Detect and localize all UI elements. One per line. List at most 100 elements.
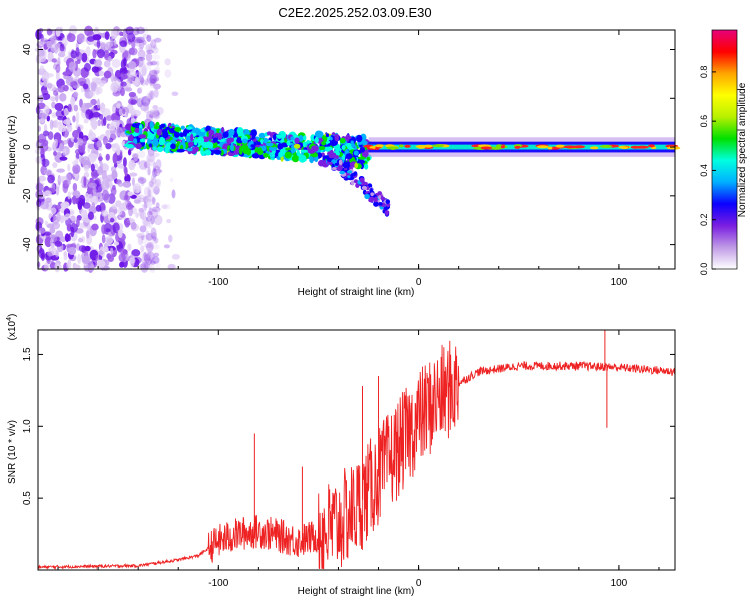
noise-blob [150, 73, 159, 79]
noise-blob [127, 32, 136, 43]
noise-blob [153, 88, 159, 98]
cluster-blob [230, 131, 235, 136]
tail-blob [334, 162, 339, 167]
noise-blob [107, 193, 116, 204]
noise-blob [161, 204, 168, 210]
noise-blob [125, 202, 133, 211]
cluster-blob [303, 135, 307, 141]
noise-blob [139, 263, 147, 269]
noise-blob [142, 216, 149, 227]
noise-blob [152, 44, 158, 50]
cluster-blob [176, 148, 185, 153]
noise-blob [56, 168, 65, 173]
noise-blob [143, 161, 151, 169]
noise-blob [119, 67, 125, 73]
noise-blob [44, 220, 49, 226]
noise-blob [149, 260, 156, 265]
noise-blob [86, 260, 94, 272]
noise-blob [149, 108, 159, 117]
noise-blob [128, 159, 136, 171]
noise-blob [147, 166, 151, 176]
noise-blob [99, 103, 106, 108]
noise-blob [49, 227, 56, 234]
noise-blob [53, 150, 58, 156]
cluster-blob [334, 133, 340, 142]
noise-blob [146, 49, 154, 54]
cluster-blob [285, 147, 293, 151]
noise-blob [107, 255, 115, 262]
noise-blob [116, 146, 121, 156]
noise-blob [95, 192, 104, 198]
noise-blob [83, 164, 90, 172]
noise-blob [91, 112, 101, 118]
noise-blob [154, 237, 158, 244]
tail-blob [328, 154, 335, 159]
noise-blob [145, 78, 149, 86]
cluster-blob [152, 139, 159, 147]
noise-blob [150, 227, 157, 239]
noise-blob [153, 77, 157, 82]
spectrogram-cluster-layer [124, 121, 391, 217]
cluster-blob [179, 132, 185, 138]
noise-blob [104, 42, 110, 51]
noise-blob [150, 182, 159, 191]
snr-xtick-label: 100 [611, 578, 628, 589]
noise-blob [85, 230, 90, 239]
cluster-blob [208, 129, 215, 136]
noise-blob [51, 58, 57, 63]
noise-blob [51, 112, 57, 118]
noise-blob [72, 160, 78, 166]
noise-blob [93, 59, 103, 67]
tail-blob [380, 196, 386, 201]
cluster-blob [194, 146, 199, 152]
noise-blob [55, 63, 61, 73]
noise-blob [134, 39, 143, 44]
noise-blob [146, 251, 155, 262]
noise-blob [152, 89, 159, 98]
noise-blob [153, 185, 160, 195]
noise-blob [127, 191, 133, 197]
cluster-blob [186, 126, 193, 130]
noise-blob [59, 43, 65, 52]
noise-blob [142, 79, 146, 85]
noise-blob [145, 230, 150, 236]
cluster-blob [321, 141, 326, 146]
noise-blob [143, 195, 149, 204]
noise-blob [151, 208, 159, 219]
noise-blob [37, 48, 45, 58]
noise-blob [75, 47, 80, 58]
noise-blob [122, 108, 126, 115]
noise-blob [43, 105, 50, 115]
noise-blob [137, 195, 142, 201]
cluster-blob [265, 142, 274, 147]
noise-blob [124, 87, 133, 92]
noise-blob [133, 199, 141, 204]
noise-blob [67, 191, 72, 200]
noise-blob [105, 115, 113, 121]
noise-blob [149, 74, 157, 84]
noise-blob [110, 187, 117, 196]
cluster-blob [148, 143, 153, 148]
cluster-blob [236, 137, 241, 143]
noise-blob [73, 104, 79, 112]
cluster-blob [302, 141, 307, 148]
noise-blob [153, 169, 163, 174]
tail-blob [385, 199, 391, 205]
noise-blob [82, 83, 89, 90]
cluster-blob [350, 140, 354, 144]
cluster-blob [190, 133, 194, 142]
cluster-blob [345, 153, 353, 160]
steady-line-hotspot [386, 146, 399, 150]
noise-blob [55, 69, 60, 81]
cluster-blob [236, 127, 244, 136]
noise-blob [47, 131, 54, 140]
noise-blob [90, 163, 95, 172]
noise-blob [145, 232, 154, 241]
noise-blob [139, 225, 147, 233]
noise-blob [137, 176, 144, 182]
noise-blob [137, 78, 146, 85]
cluster-blob [161, 129, 168, 134]
noise-blob [147, 92, 152, 103]
colorbar-tick-label: 0.2 [699, 213, 709, 226]
noise-blob [156, 209, 161, 216]
